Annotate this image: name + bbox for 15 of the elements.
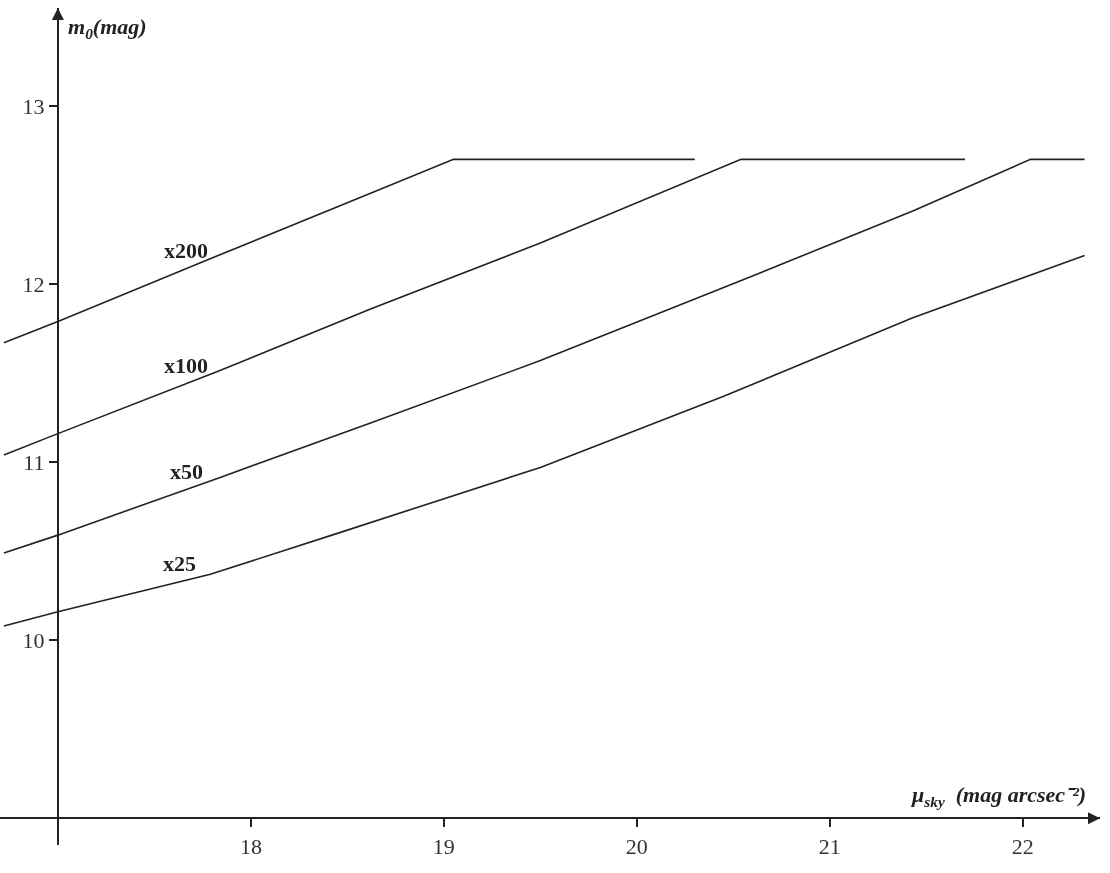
series-label: x200 [164,238,208,263]
x-tick-label: 19 [432,833,455,859]
series-label: x50 [170,459,203,484]
x-tick-label: 22 [1011,833,1034,859]
y-tick-label: 13 [22,93,45,119]
series-label: x100 [164,353,208,378]
y-axis-title: m$_{0}$(mag) [68,14,147,42]
y-tick-label: 10 [22,627,45,653]
x-axis-title: μ$_{sky}$ (mag arcsec⁻²) [911,782,1087,810]
x-tick-label: 21 [818,833,841,859]
series-label: x25 [163,551,196,576]
y-tick-label: 11 [23,449,45,475]
x-tick-label: 20 [625,833,648,859]
y-tick-label: 12 [22,271,45,297]
x-tick-label: 18 [239,833,262,859]
